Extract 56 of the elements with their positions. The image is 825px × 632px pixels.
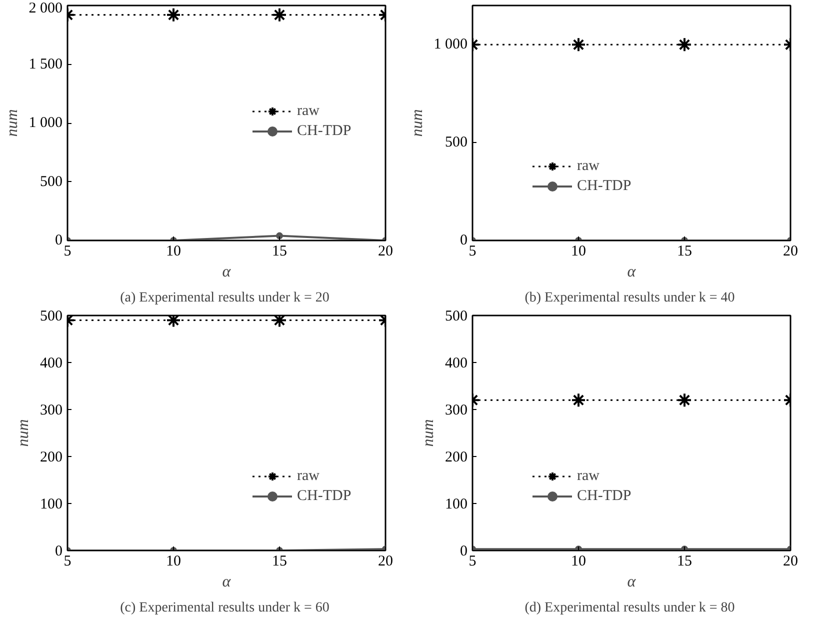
y-tick-label: 400 [445, 356, 468, 372]
y-tick-label: 500 [40, 308, 62, 324]
x-axis-title: α [627, 574, 636, 590]
y-tick-label: 100 [40, 496, 62, 512]
text: (b) Experimental results under k = 40 [524, 290, 735, 306]
x-tick-label: 20 [378, 554, 393, 570]
x-tick-label: 20 [783, 244, 798, 260]
y-tick-label: 1 500 [28, 56, 62, 72]
x-tick-label: 5 [64, 244, 72, 260]
legend-label: raw [297, 102, 320, 120]
legend-label: raw [577, 158, 600, 174]
y-tick-label: 500 [445, 308, 468, 324]
legend-label: CH-TDP [297, 488, 352, 504]
legend-label: CH-TDP [297, 122, 352, 140]
legend-label: raw [297, 468, 320, 484]
y-tick-label: 0 [460, 544, 468, 560]
x-tick-label: 10 [166, 554, 181, 570]
y-tick-label: 100 [445, 496, 468, 512]
y-tick-label: 0 [460, 232, 468, 248]
x-tick-label: 15 [677, 554, 692, 570]
y-axis-title: num [408, 109, 426, 137]
x-tick-label: 20 [378, 244, 393, 260]
y-tick-label: 400 [40, 356, 62, 372]
x-tick-label: 10 [166, 244, 181, 260]
y-tick-label: 500 [445, 134, 468, 151]
legend-label: raw [577, 468, 600, 484]
y-tick-label: 300 [445, 402, 468, 418]
y-axis-title: num [4, 109, 21, 137]
x-tick-label: 5 [468, 554, 476, 570]
legend-label: CH-TDP [577, 488, 632, 504]
y-axis-title: num [420, 419, 437, 447]
y-tick-label: 200 [40, 450, 62, 466]
x-tick-label: 10 [571, 244, 586, 260]
y-tick-label: 0 [55, 544, 62, 560]
x-tick-label: 5 [64, 554, 72, 570]
y-tick-label: 1 000 [28, 115, 62, 131]
y-tick-label: 1 000 [434, 36, 468, 53]
x-tick-label: 15 [677, 244, 692, 260]
y-tick-label: 2 000 [28, 0, 62, 16]
x-axis-title: α [222, 264, 232, 280]
x-tick-label: 15 [272, 554, 287, 570]
y-tick-label: 0 [55, 232, 62, 248]
y-tick-label: 300 [40, 402, 62, 418]
x-axis-title: α [627, 264, 636, 280]
x-axis-title: α [222, 574, 232, 590]
y-tick-label: 500 [40, 174, 62, 190]
x-tick-label: 5 [468, 244, 476, 260]
x-tick-label: 15 [272, 244, 287, 260]
y-tick-label: 200 [445, 450, 468, 466]
x-tick-label: 10 [571, 554, 586, 570]
text: (a) Experimental results under k = 20 [120, 290, 330, 306]
legend-label: CH-TDP [577, 178, 632, 194]
text: (d) Experimental results under k = 80 [524, 600, 735, 616]
y-axis-title: num [15, 419, 32, 447]
text: (c) Experimental results under k = 60 [120, 600, 330, 616]
x-tick-label: 20 [783, 554, 798, 570]
